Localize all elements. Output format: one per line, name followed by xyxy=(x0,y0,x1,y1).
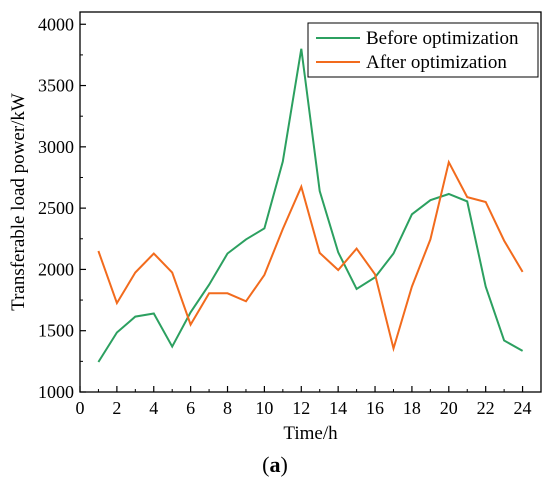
figure-caption: (a) xyxy=(0,452,550,478)
series-line-2 xyxy=(97,159,524,353)
y-tick-label: 3000 xyxy=(38,137,74,157)
series-line-1 xyxy=(97,48,524,363)
y-tick-label: 1500 xyxy=(38,321,74,341)
legend-box xyxy=(307,22,539,78)
x-tick-label: 6 xyxy=(186,398,195,418)
x-tick-label: 24 xyxy=(514,398,532,418)
legend-label-2: After optimization xyxy=(366,52,507,73)
x-tick-label: 20 xyxy=(440,398,458,418)
x-tick-label: 10 xyxy=(255,398,273,418)
y-tick-label: 4000 xyxy=(38,14,74,34)
plot-frame xyxy=(79,11,542,393)
y-tick-label: 2000 xyxy=(38,259,74,279)
caption-close: ) xyxy=(280,452,288,477)
x-tick-label: 16 xyxy=(366,398,384,418)
caption-open: ( xyxy=(262,452,270,477)
x-tick-label: 2 xyxy=(112,398,121,418)
x-tick-label: 4 xyxy=(149,398,158,418)
caption-letter: a xyxy=(269,452,281,477)
x-tick-label: 12 xyxy=(292,398,310,418)
y-tick-label: 1000 xyxy=(38,382,74,402)
y-tick-label: 3500 xyxy=(38,76,74,96)
legend-label-1: Before optimization xyxy=(366,28,519,49)
x-axis-title: Time/h xyxy=(283,423,338,444)
y-tick-label: 2500 xyxy=(38,198,74,218)
x-tick-label: 0 xyxy=(76,398,85,418)
x-tick-label: 18 xyxy=(403,398,421,418)
x-tick-label: 14 xyxy=(329,398,347,418)
x-tick-label: 22 xyxy=(477,398,495,418)
y-axis-title: Transferable load power/kW xyxy=(8,93,29,311)
x-tick-label: 8 xyxy=(223,398,232,418)
